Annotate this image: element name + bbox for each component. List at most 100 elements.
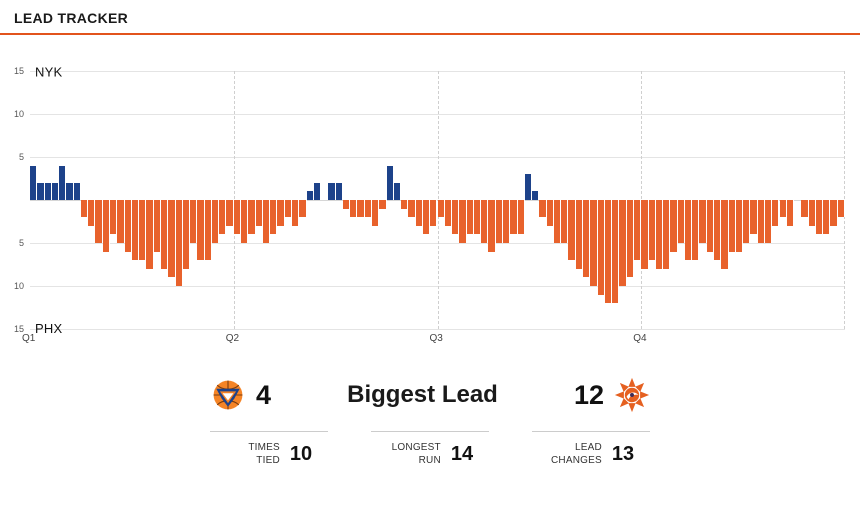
team-label-nyk: NYK [35, 64, 63, 80]
phx-lead-bar [670, 200, 678, 252]
phx-lead-bar [546, 200, 554, 226]
phx-lead-bar [342, 200, 351, 209]
phx-lead-bar [233, 200, 242, 235]
phx-lead-bar [124, 200, 132, 252]
phx-lead-bar [772, 200, 780, 226]
phx-lead-bar [517, 200, 525, 235]
stats-panel: 4 Biggest Lead 12 [210, 377, 650, 467]
times-tied-stat: TIMES TIED 10 [210, 431, 328, 467]
phx-lead-bar [808, 200, 816, 226]
biggest-lead-nyk-value: 4 [256, 379, 272, 410]
chart-plot-area: 15 10 5 5 10 15 NYK PHX [14, 64, 845, 336]
phx-lead-bar [241, 200, 249, 243]
phx-lead-bar [401, 200, 409, 209]
phx-lead-bar [277, 200, 285, 226]
phx-lead-bar [430, 200, 438, 226]
phx-lead-bar [663, 200, 671, 269]
times-tied-label: TIMES TIED [248, 442, 280, 466]
phx-lead-bar [197, 200, 205, 261]
phx-lead-bar [364, 200, 372, 218]
phx-lead-bar [837, 200, 845, 218]
phx-lead-bar [677, 200, 685, 243]
phx-lead-bar [190, 200, 198, 243]
phx-lead-bar [583, 200, 591, 278]
phx-lead-bar [379, 200, 387, 209]
phx-lead-bar [648, 200, 656, 261]
phx-lead-bar [299, 200, 307, 218]
phx-lead-bar [422, 200, 431, 235]
phx-lead-bar [139, 200, 147, 261]
phx-lead-bar [481, 200, 489, 243]
phx-lead-bar [131, 200, 140, 261]
phx-lead-bar [750, 200, 758, 235]
phx-lead-bar [830, 200, 838, 226]
phx-lead-bar [160, 200, 169, 269]
biggest-lead-nyk: 4 [210, 377, 271, 413]
phx-lead-bar [743, 200, 751, 243]
y-tick: 15 [13, 324, 24, 334]
nyk-lead-bar [524, 174, 533, 200]
phx-lead-bar [153, 200, 161, 252]
nyk-lead-bar [393, 182, 402, 200]
phx-lead-bar [350, 200, 358, 218]
phx-lead-bar [168, 200, 176, 278]
phx-lead-bar [95, 200, 103, 243]
phx-lead-bar [452, 200, 460, 235]
nyk-lead-bar [37, 182, 45, 200]
phx-lead-bar [495, 200, 503, 243]
lead-changes-label: LEAD CHANGES [551, 442, 602, 466]
longest-run-value: 14 [450, 443, 474, 465]
y-tick: 5 [18, 151, 24, 162]
phx-lead-bar [735, 200, 744, 252]
secondary-stats-row: TIMES TIED 10 LONGEST RUN 14 LEAD CHANGE… [210, 431, 650, 467]
nyk-lead-bar [313, 182, 322, 200]
phx-lead-bar [372, 200, 380, 226]
phx-lead-bar [211, 200, 220, 243]
phx-lead-bar [117, 200, 125, 243]
phx-lead-bar [823, 200, 831, 235]
y-tick: 5 [18, 238, 24, 248]
phx-lead-bar [226, 200, 234, 226]
phx-lead-bar [692, 200, 700, 261]
phx-lead-bar [561, 200, 569, 243]
nyk-lead-bar [51, 182, 60, 200]
phx-lead-bar [291, 200, 300, 226]
nyk-lead-bar [44, 182, 52, 200]
phx-lead-bar [270, 200, 278, 235]
phx-lead-bar [779, 200, 787, 218]
page-title: LEAD TRACKER [14, 10, 129, 26]
phx-lead-bar [568, 200, 576, 261]
phx-lead-bar [80, 200, 89, 218]
gridline [30, 329, 845, 330]
phx-lead-bar [488, 200, 496, 252]
lead-tracker-chart: 15 10 5 5 10 15 NYK PHX Q1 Q2 Q3 Q4 [14, 64, 845, 349]
phx-lead-bar [102, 200, 111, 252]
phx-lead-bar [575, 200, 584, 269]
lead-tracker-header: LEAD TRACKER [0, 0, 860, 35]
nyk-lead-bar [66, 182, 74, 200]
phx-lead-bar [597, 200, 605, 295]
nyk-lead-bar [59, 165, 67, 200]
y-tick: 10 [13, 280, 24, 291]
phx-lead-bar [444, 200, 453, 226]
phx-lead-bar [408, 200, 416, 218]
phx-lead-bar [539, 200, 547, 218]
phx-lead-bar [786, 200, 795, 226]
phx-lead-bar [612, 200, 620, 304]
phx-lead-bar [801, 200, 809, 218]
biggest-lead-phx-value: 12 [573, 379, 604, 410]
phx-lead-bar [88, 200, 96, 226]
phx-lead-bar [641, 200, 649, 269]
lead-changes-stat: LEAD CHANGES 13 [532, 431, 650, 467]
phx-lead-bar [357, 200, 365, 218]
phx-lead-bar [284, 200, 292, 218]
phx-lead-bar [590, 200, 598, 286]
phx-lead-bar [764, 200, 773, 243]
x-label-q3: Q3 [429, 333, 443, 344]
lead-bars-layer [30, 71, 845, 329]
phx-lead-bar [255, 200, 263, 226]
biggest-lead-row: 4 Biggest Lead 12 [210, 377, 650, 413]
y-tick: 15 [13, 66, 24, 76]
phx-lead-bar [553, 200, 562, 243]
phx-lead-bar [684, 200, 693, 261]
